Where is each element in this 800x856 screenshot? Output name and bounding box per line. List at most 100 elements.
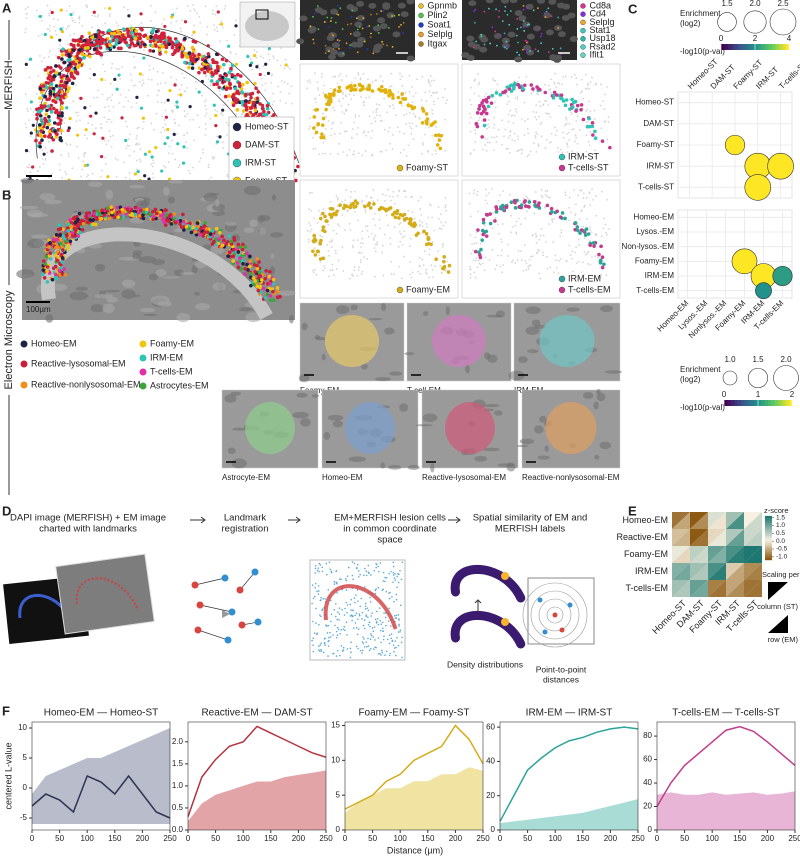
tissue-dot xyxy=(65,10,68,12)
tissue-dot xyxy=(428,82,431,85)
colorbar-step xyxy=(765,524,772,528)
colorbar-step xyxy=(730,400,735,406)
distance-point xyxy=(542,629,548,635)
cell-dot xyxy=(71,38,76,43)
tissue-dot xyxy=(79,119,81,122)
cell-dot xyxy=(193,230,198,234)
cell-dot xyxy=(47,271,52,275)
l-function-line xyxy=(31,774,171,819)
cell-dot xyxy=(395,211,399,216)
cell-dot xyxy=(478,103,482,108)
cell-dot xyxy=(312,115,317,119)
tissue-dot xyxy=(497,254,499,257)
common-cell xyxy=(351,619,354,622)
nucleus xyxy=(406,55,415,62)
tissue-dot xyxy=(97,89,100,92)
common-arc xyxy=(323,584,398,630)
landmark-em xyxy=(236,586,244,594)
cell-dot xyxy=(447,263,452,268)
tissue-dot xyxy=(499,265,502,268)
common-cell xyxy=(314,595,316,598)
common-cell xyxy=(393,577,396,579)
cell-dot xyxy=(67,48,72,52)
tissue-dot xyxy=(558,104,560,107)
tissue-dot xyxy=(588,191,591,194)
common-cell xyxy=(397,614,400,616)
tissue-dot xyxy=(222,147,225,149)
cell-dot xyxy=(420,121,425,125)
tissue-dot xyxy=(540,121,543,124)
y-tick-label: -5 xyxy=(20,813,28,822)
tissue-dot xyxy=(344,110,347,112)
cell-dot xyxy=(133,205,138,210)
cell-dot xyxy=(391,96,395,100)
tissue-dot xyxy=(351,137,353,139)
tissue-dot xyxy=(539,277,542,280)
transcript xyxy=(544,16,547,18)
transcript xyxy=(376,13,378,15)
tissue-dot xyxy=(534,116,537,118)
cell-dot xyxy=(37,123,42,127)
tissue-dot xyxy=(379,114,382,117)
tissue-dot xyxy=(583,155,586,157)
cell-dot xyxy=(194,57,199,62)
sparse-cell xyxy=(60,30,65,34)
cell-dot xyxy=(227,70,232,75)
tissue-dot xyxy=(195,80,197,83)
legend-dot xyxy=(580,52,586,58)
tissue-dot xyxy=(485,92,488,95)
cell-dot xyxy=(265,103,270,108)
cell-dot xyxy=(66,229,71,233)
tissue-dot xyxy=(374,250,377,253)
common-cell xyxy=(318,650,321,652)
tissue-dot xyxy=(444,206,447,209)
tissue-dot xyxy=(37,170,39,173)
cell-dot xyxy=(572,100,576,105)
tissue-dot xyxy=(518,149,521,151)
common-cell xyxy=(318,570,320,573)
tissue-dot xyxy=(582,273,585,276)
cell-dot xyxy=(489,101,494,105)
tissue-dot xyxy=(589,263,592,266)
cell-dot xyxy=(249,95,253,100)
tissue-dot xyxy=(212,157,214,160)
tissue-dot xyxy=(151,165,154,168)
tissue-dot xyxy=(343,229,346,231)
tissue-dot xyxy=(152,67,155,70)
tissue-dot xyxy=(528,154,531,156)
cell-dot xyxy=(198,232,202,237)
colorbar-step xyxy=(765,548,772,552)
tissue-dot xyxy=(333,109,336,112)
transcript xyxy=(498,15,500,18)
cell-dot xyxy=(517,85,522,90)
side-label: MERFISH xyxy=(3,60,15,110)
tissue-dot xyxy=(475,257,477,259)
tissue-dot xyxy=(209,117,212,120)
tissue-dot xyxy=(135,102,138,104)
cell-dot xyxy=(388,206,393,210)
em-texture xyxy=(231,458,247,469)
transcript xyxy=(557,16,560,19)
tissue-dot xyxy=(171,109,173,112)
tissue-dot xyxy=(502,190,505,193)
cell-dot xyxy=(480,238,484,242)
step-text: Spatial similarity of EM and xyxy=(473,513,588,524)
sparse-cell xyxy=(141,116,146,120)
sparse-cell xyxy=(160,169,164,173)
cell-dot xyxy=(330,213,335,217)
tissue-dot xyxy=(28,119,30,122)
tissue-dot xyxy=(57,18,59,21)
tissue-dot xyxy=(330,134,333,137)
tissue-dot xyxy=(370,154,373,157)
cell-dot xyxy=(271,289,275,294)
tissue-dot xyxy=(40,60,43,63)
tissue-dot xyxy=(264,89,267,92)
tissue-dot xyxy=(174,121,176,124)
tissue-dot xyxy=(574,213,577,216)
tissue-dot xyxy=(535,242,538,244)
tissue-dot xyxy=(111,134,114,137)
cell-dot xyxy=(69,50,74,55)
tissue-dot xyxy=(344,199,347,202)
tissue-dot xyxy=(583,251,586,254)
em-texture xyxy=(289,314,294,324)
